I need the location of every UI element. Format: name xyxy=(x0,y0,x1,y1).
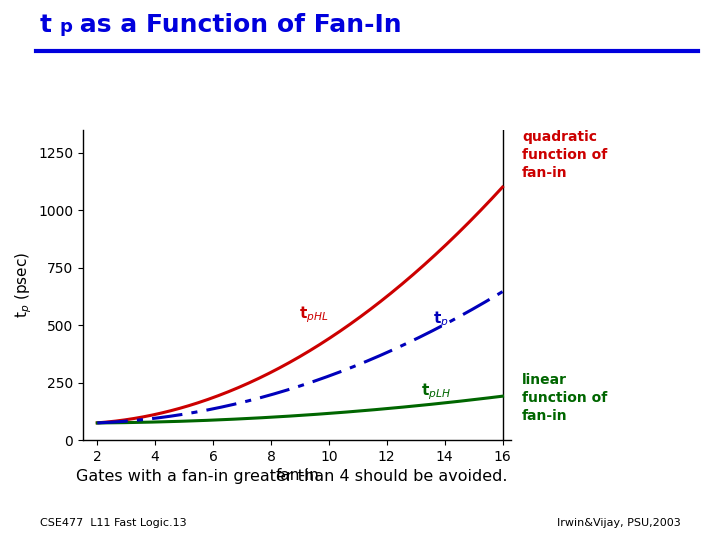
Text: Gates with a fan-in greater than 4 should be avoided.: Gates with a fan-in greater than 4 shoul… xyxy=(76,469,507,484)
Text: t$_{pHL}$: t$_{pHL}$ xyxy=(300,305,329,326)
Text: Irwin&Vijay, PSU,2003: Irwin&Vijay, PSU,2003 xyxy=(557,518,680,528)
Text: p: p xyxy=(59,18,72,36)
X-axis label: fan-in: fan-in xyxy=(275,468,319,483)
Bar xyxy=(49,466,63,480)
Text: t$_p$: t$_p$ xyxy=(433,309,449,330)
Text: t$_{pLH}$: t$_{pLH}$ xyxy=(421,381,451,402)
Text: as a Function of Fan-In: as a Function of Fan-In xyxy=(71,14,401,37)
Y-axis label: t$_p$ (psec): t$_p$ (psec) xyxy=(13,252,34,318)
Text: t: t xyxy=(40,14,52,37)
Text: CSE477  L11 Fast Logic.13: CSE477 L11 Fast Logic.13 xyxy=(40,518,186,528)
Text: quadratic
function of
fan-in: quadratic function of fan-in xyxy=(522,130,607,180)
Text: linear
function of
fan-in: linear function of fan-in xyxy=(522,373,607,423)
